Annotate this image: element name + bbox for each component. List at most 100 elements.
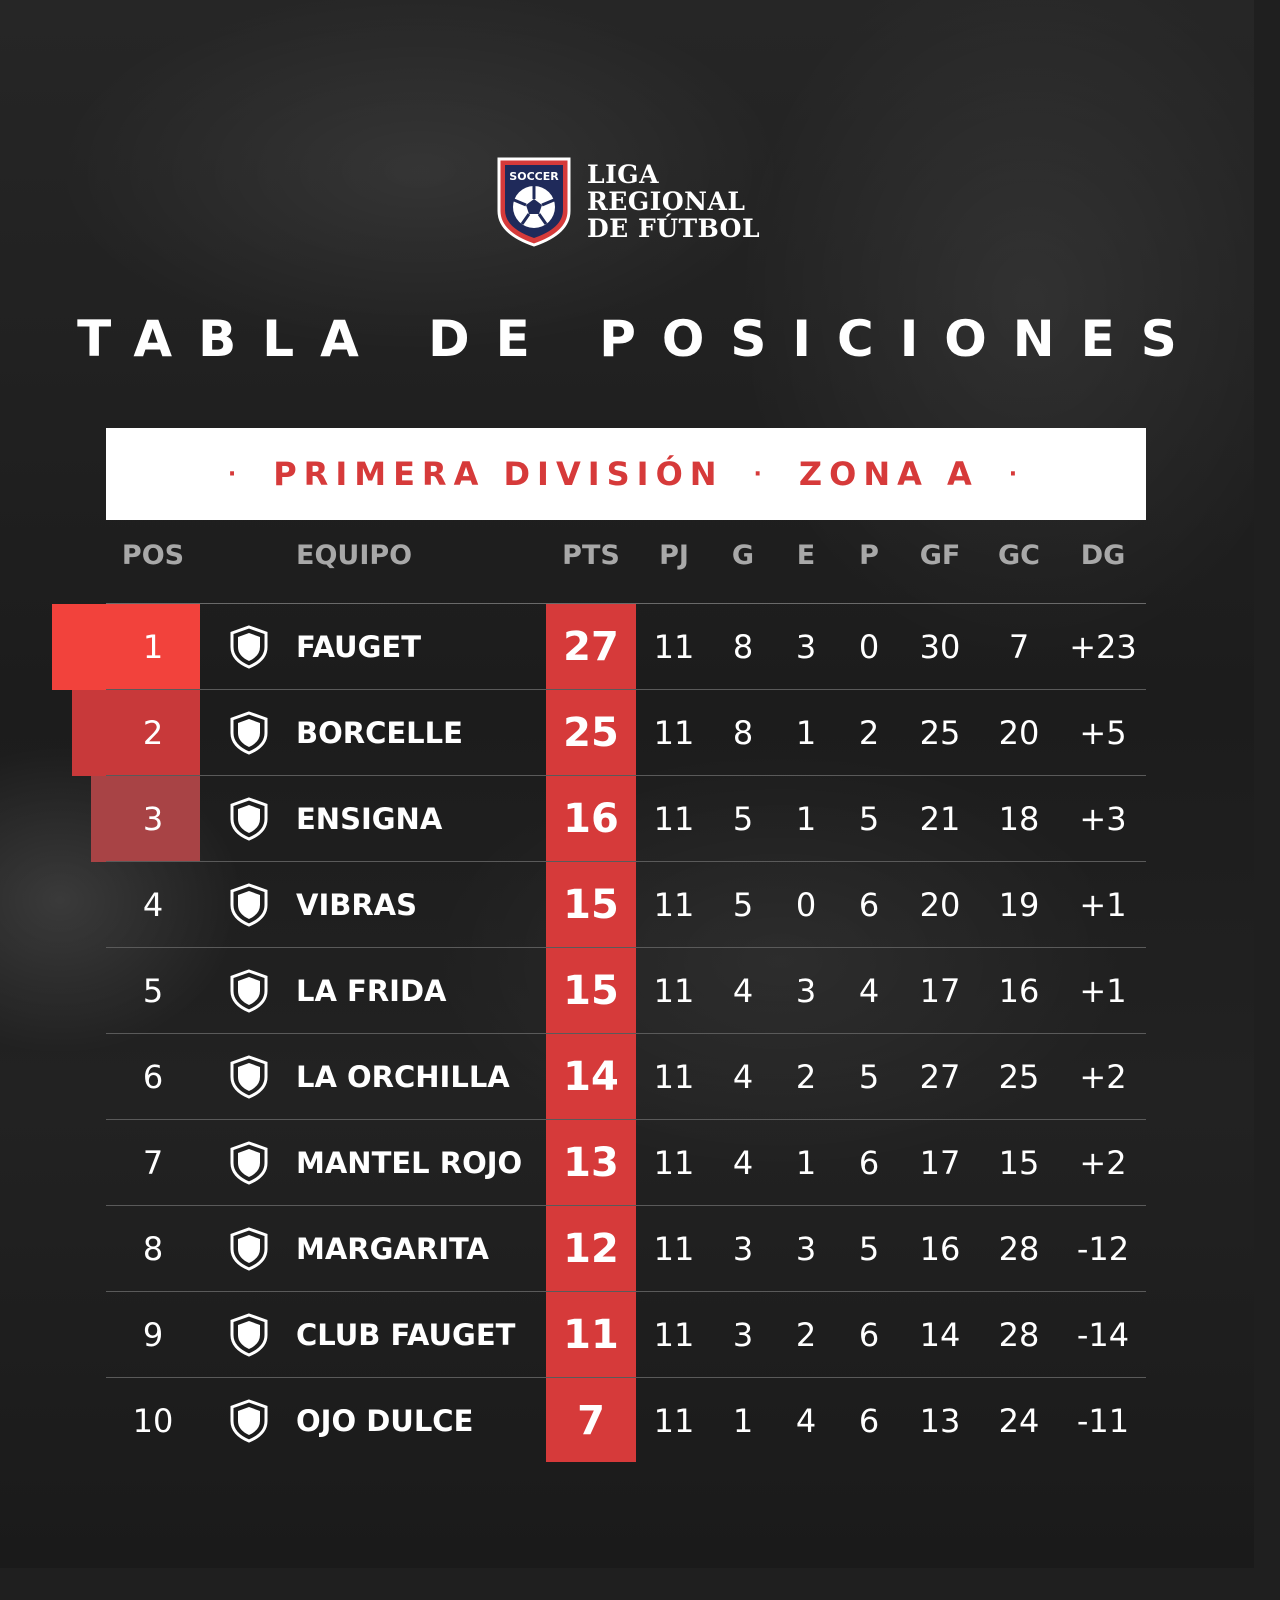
row-pts: 25 bbox=[563, 710, 619, 756]
row-e: 1 bbox=[795, 800, 817, 838]
division-bullet-left: · bbox=[227, 461, 244, 487]
row-p: 5 bbox=[858, 1230, 880, 1268]
row-gf: 14 bbox=[919, 1316, 961, 1354]
row-p: 6 bbox=[858, 1402, 880, 1440]
row-e: 1 bbox=[795, 1144, 817, 1182]
shield-icon bbox=[230, 1055, 268, 1099]
row-pos: 4 bbox=[142, 886, 164, 924]
badge-text: SOCCER bbox=[509, 170, 559, 183]
row-team: MANTEL ROJO bbox=[296, 1146, 523, 1180]
league-name-line1: LIGA bbox=[587, 159, 660, 189]
row-e: 4 bbox=[795, 1402, 817, 1440]
row-gf: 16 bbox=[919, 1230, 961, 1268]
row-gf: 27 bbox=[919, 1058, 961, 1096]
row-e: 0 bbox=[795, 886, 817, 924]
row-divider bbox=[106, 1205, 1146, 1206]
row-pj: 11 bbox=[653, 1230, 695, 1268]
league-name-line3: DE FÚTBOL bbox=[587, 213, 761, 243]
row-dg: +1 bbox=[1079, 886, 1127, 924]
row-pj: 11 bbox=[653, 714, 695, 752]
col-header-pj: PJ bbox=[659, 540, 689, 571]
row-team: BORCELLE bbox=[296, 716, 463, 750]
league-name-line2: REGIONAL bbox=[587, 186, 746, 216]
row-pts: 13 bbox=[563, 1140, 619, 1186]
row-g: 4 bbox=[732, 1058, 754, 1096]
row-dg: -11 bbox=[1076, 1402, 1130, 1440]
row-gc: 28 bbox=[998, 1316, 1040, 1354]
shield-icon bbox=[230, 625, 268, 669]
row-p: 5 bbox=[858, 1058, 880, 1096]
position-highlight-second bbox=[72, 690, 200, 776]
row-pos: 7 bbox=[142, 1144, 164, 1182]
soccer-badge-icon: SOCCER bbox=[497, 157, 571, 247]
row-pts: 27 bbox=[563, 624, 619, 670]
row-dg: -14 bbox=[1076, 1316, 1130, 1354]
row-team: CLUB FAUGET bbox=[296, 1318, 516, 1352]
row-team: FAUGET bbox=[296, 630, 421, 664]
row-g: 5 bbox=[732, 800, 754, 838]
row-g: 5 bbox=[732, 886, 754, 924]
row-gc: 7 bbox=[1008, 628, 1030, 666]
row-divider bbox=[106, 775, 1146, 776]
col-header-e: E bbox=[796, 540, 816, 571]
row-pts: 15 bbox=[563, 968, 619, 1014]
row-pj: 11 bbox=[653, 1058, 695, 1096]
row-dg: +2 bbox=[1079, 1058, 1127, 1096]
row-g: 8 bbox=[732, 714, 754, 752]
table-header: POS EQUIPO PTS PJ G E P GF GC DG bbox=[0, 540, 1254, 582]
row-e: 3 bbox=[795, 628, 817, 666]
row-e: 3 bbox=[795, 1230, 817, 1268]
division-primary: PRIMERA DIVISIÓN bbox=[273, 455, 724, 493]
row-gc: 28 bbox=[998, 1230, 1040, 1268]
row-gc: 18 bbox=[998, 800, 1040, 838]
division-banner: · PRIMERA DIVISIÓN · ZONA A · bbox=[106, 428, 1146, 520]
shield-icon bbox=[230, 1399, 268, 1443]
row-team: LA ORCHILLA bbox=[296, 1060, 510, 1094]
position-highlight-third bbox=[91, 776, 200, 862]
row-gc: 24 bbox=[998, 1402, 1040, 1440]
standings-table: 1 FAUGET 27 11 8 3 0 30 7 +23 2 BORCELLE… bbox=[0, 604, 1254, 1464]
row-dg: +5 bbox=[1079, 714, 1127, 752]
row-pts: 14 bbox=[563, 1054, 619, 1100]
division-bullet-right: · bbox=[1008, 461, 1025, 487]
row-pos: 6 bbox=[142, 1058, 164, 1096]
row-pos: 1 bbox=[142, 628, 164, 666]
row-p: 0 bbox=[858, 628, 880, 666]
row-p: 6 bbox=[858, 886, 880, 924]
col-header-p: P bbox=[859, 540, 879, 571]
shield-icon bbox=[230, 797, 268, 841]
row-pj: 11 bbox=[653, 1402, 695, 1440]
row-pj: 11 bbox=[653, 800, 695, 838]
table-row: 7 MANTEL ROJO 13 11 4 1 6 17 15 +2 bbox=[0, 1120, 1254, 1206]
row-gf: 17 bbox=[919, 972, 961, 1010]
row-gc: 15 bbox=[998, 1144, 1040, 1182]
row-g: 4 bbox=[732, 1144, 754, 1182]
shield-icon bbox=[230, 969, 268, 1013]
row-p: 2 bbox=[858, 714, 880, 752]
league-name: LIGA REGIONAL DE FÚTBOL bbox=[587, 161, 760, 242]
row-dg: +23 bbox=[1069, 628, 1137, 666]
row-e: 2 bbox=[795, 1058, 817, 1096]
row-pts: 11 bbox=[563, 1312, 619, 1358]
table-row: 2 BORCELLE 25 11 8 1 2 25 20 +5 bbox=[0, 690, 1254, 776]
row-gc: 20 bbox=[998, 714, 1040, 752]
shield-icon bbox=[230, 711, 268, 755]
row-gc: 19 bbox=[998, 886, 1040, 924]
row-g: 8 bbox=[732, 628, 754, 666]
row-pts: 12 bbox=[563, 1226, 619, 1272]
row-gf: 21 bbox=[919, 800, 961, 838]
col-header-pts: PTS bbox=[562, 540, 620, 571]
row-gc: 25 bbox=[998, 1058, 1040, 1096]
row-p: 4 bbox=[858, 972, 880, 1010]
table-row: 3 ENSIGNA 16 11 5 1 5 21 18 +3 bbox=[0, 776, 1254, 862]
table-row: 9 CLUB FAUGET 11 11 3 2 6 14 28 -14 bbox=[0, 1292, 1254, 1378]
row-pos: 5 bbox=[142, 972, 164, 1010]
row-pj: 11 bbox=[653, 1144, 695, 1182]
row-team: ENSIGNA bbox=[296, 802, 443, 836]
col-header-equipo: EQUIPO bbox=[296, 540, 413, 571]
header-divider bbox=[106, 603, 1146, 604]
row-team: MARGARITA bbox=[296, 1232, 489, 1266]
row-team: LA FRIDA bbox=[296, 974, 447, 1008]
row-e: 1 bbox=[795, 714, 817, 752]
row-pts: 15 bbox=[563, 882, 619, 928]
